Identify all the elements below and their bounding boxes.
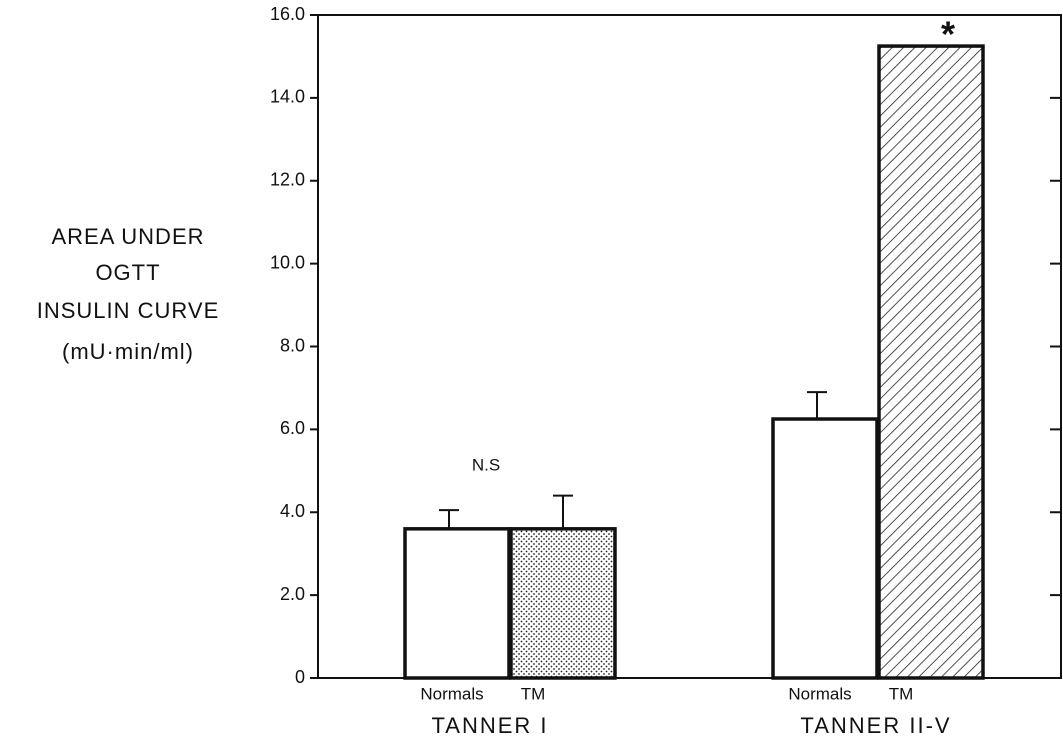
group-label: TANNER I [431, 713, 548, 738]
group-label: TANNER II-V [800, 713, 951, 738]
y-tick-label: 12.0 [270, 170, 305, 190]
y-axis-label: (mU·min/ml) [62, 339, 194, 364]
y-tick-label: 16.0 [270, 4, 305, 24]
y-tick-label: 8.0 [280, 335, 305, 355]
y-tick-label: 10.0 [270, 252, 305, 272]
bar-label: Normals [788, 684, 851, 703]
y-tick-label: 14.0 [270, 87, 305, 107]
y-axis-label: OGTT [95, 260, 160, 285]
bar [403, 527, 511, 680]
bar-label: TM [889, 684, 914, 703]
bar-label: TM [521, 684, 546, 703]
bar [877, 44, 985, 680]
bar-label: Normals [420, 684, 483, 703]
y-tick-label: 0 [295, 667, 305, 687]
bar [509, 527, 617, 680]
y-tick-label: 2.0 [280, 584, 305, 604]
y-axis-label: AREA UNDER [51, 224, 204, 249]
annotation: * [941, 14, 955, 55]
annotation: N.S [472, 455, 500, 474]
y-tick-label: 6.0 [280, 418, 305, 438]
bar [771, 417, 879, 680]
y-tick-label: 4.0 [280, 501, 305, 521]
y-axis-label: INSULIN CURVE [37, 298, 220, 323]
